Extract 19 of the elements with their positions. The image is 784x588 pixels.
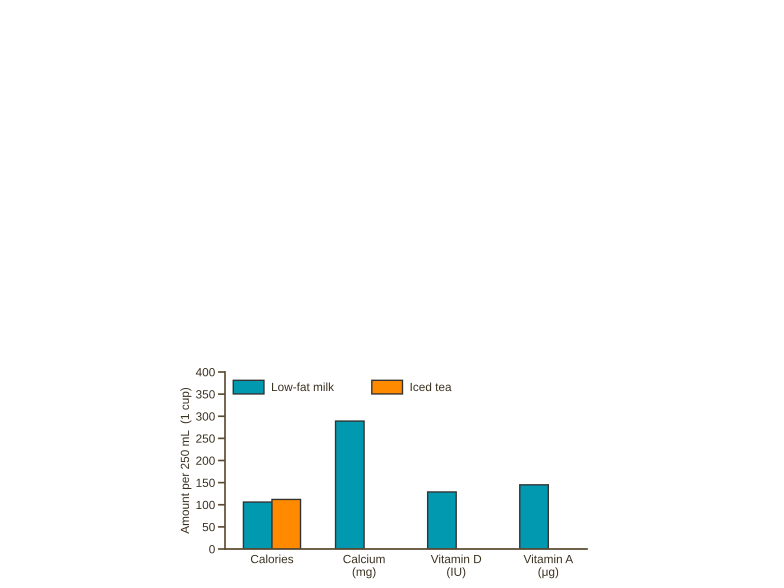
- y-tick-label: 150: [196, 478, 215, 488]
- bar: [334, 420, 365, 549]
- bar: [519, 484, 550, 549]
- y-axis-title: Amount per 250 mL (1 cup): [180, 388, 192, 534]
- x-tick-label: Calories: [250, 554, 294, 564]
- x-tick-label: Vitamin D (IU): [430, 554, 482, 578]
- y-tick-label: 200: [196, 456, 215, 465]
- y-tick-label: 100: [196, 500, 215, 510]
- x-tick-label: Vitamin A (μg): [524, 554, 574, 578]
- legend-label: Low-fat milk: [272, 382, 334, 392]
- x-tick-label: Calcium (mg): [343, 554, 385, 578]
- bar: [426, 491, 457, 549]
- y-tick-label: 350: [196, 390, 215, 399]
- y-tick-label: 250: [196, 434, 215, 443]
- y-tick-label: 0: [209, 545, 215, 554]
- y-tick-label: 50: [202, 522, 215, 532]
- y-tick-label: 400: [196, 368, 215, 376]
- legend-label: Iced tea: [410, 382, 452, 392]
- y-tick-label: 300: [196, 412, 215, 421]
